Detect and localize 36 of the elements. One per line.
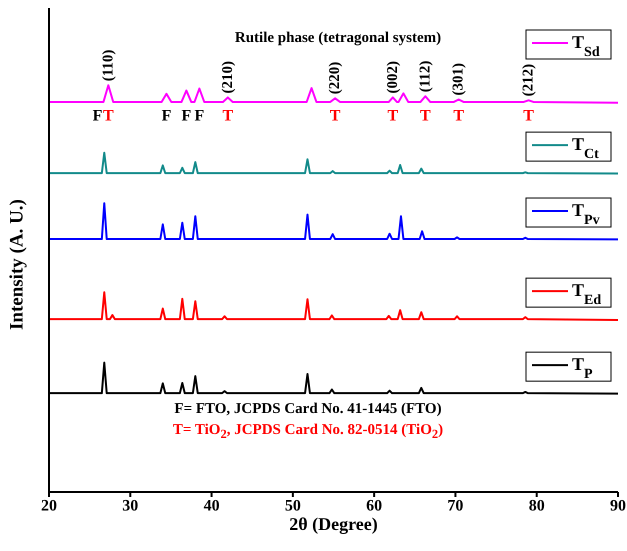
annotation: T [453,107,464,124]
x-tick-label: 80 [528,497,545,514]
legend-label: T$_{Ct}$ [572,134,600,162]
legend-label: T$_{Pv}$ [572,200,601,228]
x-tick-label: 30 [122,497,138,514]
annotation: (112) [417,60,434,92]
annotation: T= TiO$_{2}$, JCPDS Card No. 82-0514 (TiO$_{2}$) [172,422,444,442]
chart-title: Rutile phase (tetragonal system) [234,30,442,46]
annotation: F [194,107,204,124]
legend-label: T$_{Sd}$ [572,32,600,60]
annotation: F [92,107,103,124]
annotation: (110) [100,50,116,82]
y-axis-title: Intensity (A. U.) [6,199,28,330]
annotation: T [523,107,534,124]
annotation: T [330,107,341,124]
legend-label: T$_{Ed}$ [572,280,602,308]
x-tick-label: 60 [366,497,382,514]
annotation: F [162,107,172,124]
annotation: (210) [220,60,236,94]
annotation: (212) [520,64,537,96]
x-tick-label: 20 [41,497,57,514]
annotation: (301) [450,63,467,96]
x-tick-label: 70 [447,497,464,514]
annotation: (220) [327,62,344,94]
x-tick-label: 40 [204,497,220,514]
x-tick-label: 50 [284,497,301,514]
annotation: F= FTO, JCPDS Card No. 41-1445 (FTO) [173,401,443,418]
annotation: T [420,107,432,124]
annotation: T [222,107,234,124]
legend-label: T$_{P}$ [572,354,594,382]
x-tick-label: 90 [610,497,626,514]
annotation: F [181,107,192,124]
annotation: T [388,107,399,124]
annotation: T [103,107,114,124]
x-axis-title: 2θ (Degree) [289,514,378,534]
annotation: (002) [384,60,401,94]
